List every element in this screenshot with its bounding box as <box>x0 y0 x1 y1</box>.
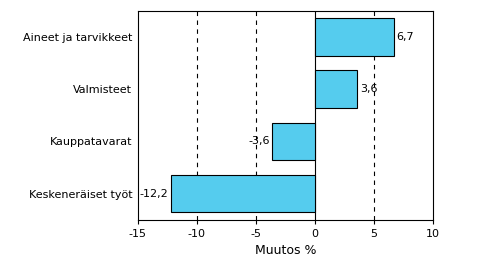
Text: 3,6: 3,6 <box>360 84 377 94</box>
Bar <box>315 18 394 56</box>
Bar <box>315 70 357 108</box>
Text: 6,7: 6,7 <box>397 32 414 42</box>
Text: -3,6: -3,6 <box>248 136 270 146</box>
X-axis label: Muutos %: Muutos % <box>255 244 316 257</box>
Bar <box>171 175 315 213</box>
Text: -12,2: -12,2 <box>140 189 168 199</box>
Bar <box>273 122 315 160</box>
